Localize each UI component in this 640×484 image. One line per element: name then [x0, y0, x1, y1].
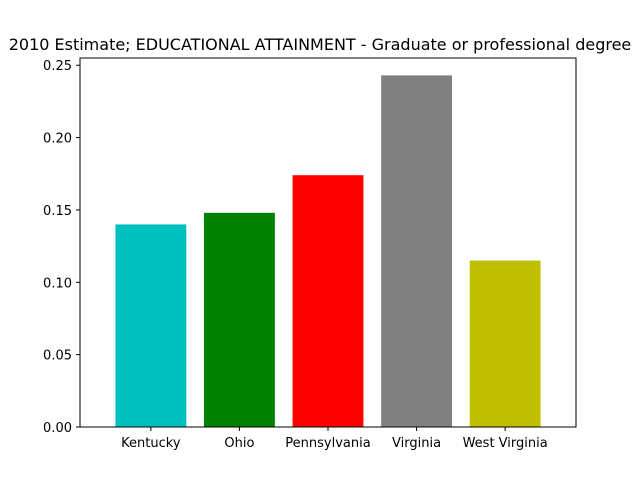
y-tick-label: 0.25	[43, 59, 72, 74]
x-tick-label: West Virginia	[463, 436, 548, 451]
y-axis: 0.00 0.05 0.10 0.15 0.20 0.25	[43, 59, 80, 436]
x-tick-label: Virginia	[392, 436, 441, 451]
bars-group	[115, 75, 541, 427]
x-tick-label: Ohio	[224, 436, 254, 451]
bar-ohio	[204, 212, 275, 427]
y-tick-label: 0.00	[43, 421, 72, 436]
x-axis: Kentucky Ohio Pennsylvania Virginia West Vir…	[121, 427, 548, 451]
bar-kentucky	[115, 224, 187, 427]
y-tick-label: 0.15	[43, 204, 72, 219]
y-tick-label: 0.20	[43, 132, 72, 147]
plot-frame	[79, 57, 577, 428]
x-tick-label: Pennsylvania	[285, 436, 370, 451]
x-tick-label: Kentucky	[121, 436, 181, 451]
chart-title: 2010 Estimate; EDUCATIONAL ATTAINMENT - …	[9, 35, 632, 54]
y-tick-label: 0.10	[43, 276, 72, 291]
y-tick-label: 0.05	[43, 349, 72, 364]
bar-west-virginia	[469, 260, 541, 427]
bar-virginia	[381, 75, 452, 427]
bar-pennsylvania	[292, 175, 364, 427]
